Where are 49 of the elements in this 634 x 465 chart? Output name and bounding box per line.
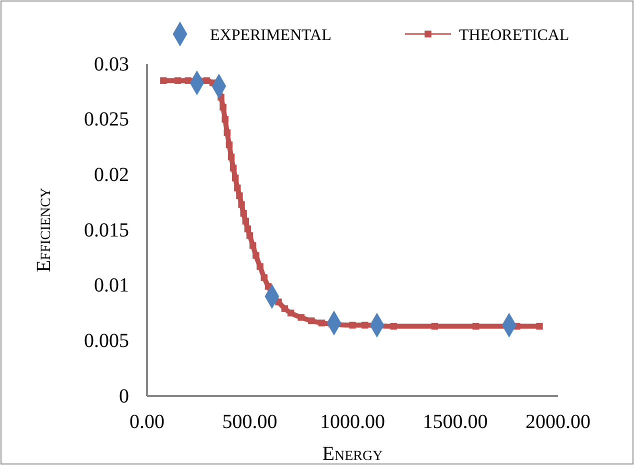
point — [536, 322, 543, 330]
x-tick-label: 1000.00 — [320, 411, 385, 434]
point — [349, 322, 356, 329]
legend-label: THEORETICAL — [459, 27, 570, 44]
y-tick-label: 0.03 — [94, 53, 129, 76]
y-tick-label: 0.025 — [84, 108, 129, 131]
point — [252, 252, 260, 259]
x-tick-label: 1500.00 — [422, 411, 488, 434]
point — [236, 192, 243, 200]
point — [249, 242, 256, 249]
point — [298, 314, 304, 321]
x-axis-title: Energy — [322, 443, 383, 465]
point — [244, 226, 252, 232]
y-tick-label: 0.02 — [94, 164, 129, 186]
point — [174, 77, 182, 84]
point — [220, 104, 226, 111]
point — [246, 232, 254, 239]
point — [472, 322, 480, 330]
point — [160, 77, 167, 84]
point — [308, 317, 315, 324]
y-tick-label: 0.015 — [84, 219, 129, 242]
point — [234, 184, 241, 192]
point — [390, 322, 397, 330]
point — [238, 201, 245, 208]
point — [232, 174, 239, 182]
point — [260, 274, 268, 281]
point — [184, 77, 192, 84]
point — [226, 141, 233, 148]
y-tick-label: 0 — [119, 385, 129, 408]
y-tick-label: 0.01 — [94, 274, 129, 297]
point — [242, 218, 249, 224]
y-axis-title: Efficiency — [33, 188, 55, 272]
legend-label: EXPERIMENTAL — [210, 27, 332, 44]
point — [228, 154, 235, 160]
point — [281, 305, 288, 312]
point — [256, 263, 264, 270]
y-tick-label: 0.005 — [84, 330, 129, 352]
point — [230, 164, 237, 172]
point — [224, 129, 230, 136]
point — [287, 310, 294, 316]
point — [431, 322, 438, 330]
x-tick-label: 2000.00 — [526, 411, 590, 434]
point — [318, 320, 326, 326]
x-tick-label: 0.00 — [130, 411, 164, 434]
point — [361, 322, 368, 329]
x-tick-label: 500.00 — [222, 411, 278, 434]
point — [240, 210, 247, 217]
point — [222, 116, 228, 123]
point — [203, 77, 210, 84]
